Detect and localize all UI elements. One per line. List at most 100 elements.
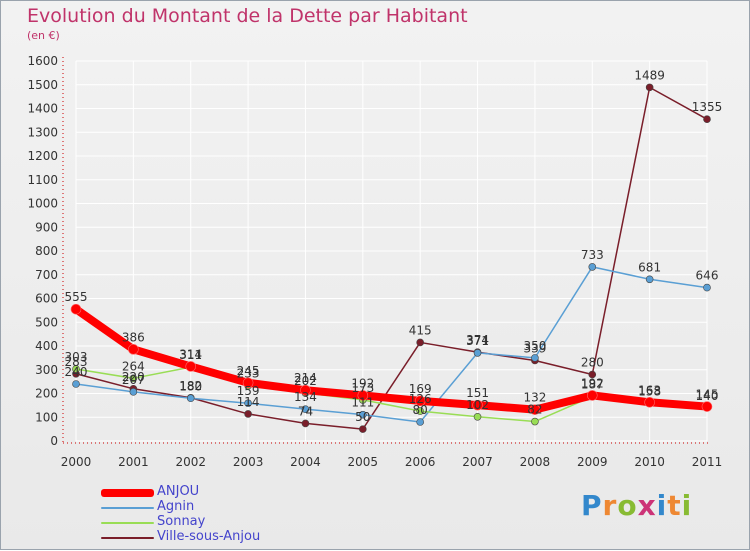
data-point	[357, 390, 369, 401]
data-label: 132	[523, 391, 546, 405]
data-label: 158	[638, 384, 661, 398]
data-point	[473, 349, 482, 357]
data-label: 192	[351, 376, 374, 390]
data-point	[186, 394, 195, 403]
legend-label: Ville-sous-Anjou	[157, 529, 261, 544]
data-point	[588, 263, 597, 271]
data-label: 159	[237, 384, 260, 398]
data-point	[701, 401, 713, 412]
logo-letter: P	[581, 489, 603, 522]
data-label: 111	[351, 396, 374, 410]
y-tick-label: 0	[50, 434, 58, 448]
x-tick-label: 2002	[175, 455, 206, 469]
logo-letter: o	[617, 489, 638, 522]
data-label: 415	[409, 323, 432, 337]
y-tick-label: 600	[35, 292, 58, 306]
data-point	[301, 405, 310, 413]
x-tick-label: 2003	[233, 455, 264, 469]
data-point	[531, 417, 539, 426]
data-label: 240	[65, 365, 88, 379]
x-tick-label: 2006	[405, 455, 436, 469]
data-label: 182	[179, 379, 202, 393]
data-point	[645, 275, 654, 284]
legend-swatch	[101, 522, 154, 524]
legend-label: ANJOU	[157, 484, 200, 499]
x-tick-label: 2011	[692, 455, 723, 469]
data-point	[359, 410, 367, 419]
data-label: 50	[355, 410, 370, 424]
data-point	[128, 344, 139, 355]
data-label: 374	[466, 333, 489, 347]
y-tick-label: 800	[35, 244, 58, 258]
data-point	[416, 418, 424, 426]
data-label: 733	[581, 248, 604, 262]
data-point	[588, 370, 597, 379]
series-line	[72, 305, 711, 414]
x-tick-label: 2010	[634, 455, 665, 469]
data-label: 192	[581, 376, 604, 390]
y-tick-label: 1000	[27, 197, 58, 211]
data-label: 163	[638, 383, 661, 397]
data-label: 314	[179, 347, 202, 361]
data-label: 134	[294, 390, 317, 404]
data-point	[414, 395, 426, 407]
data-point	[645, 83, 654, 92]
chart-title: Evolution du Montant de la Dette par Hab…	[27, 5, 468, 27]
y-tick-label: 900	[35, 220, 58, 234]
data-point	[242, 377, 254, 389]
y-tick-label: 1400	[27, 102, 58, 116]
data-point	[185, 361, 197, 372]
data-label: 371	[466, 334, 489, 348]
data-label: 311	[179, 348, 202, 362]
data-label: 140	[696, 389, 719, 403]
y-tick-label: 400	[35, 339, 58, 353]
data-label: 145	[696, 388, 719, 402]
data-label: 126	[409, 392, 432, 406]
data-point	[301, 419, 310, 428]
y-tick-label: 700	[35, 268, 58, 282]
data-point	[586, 390, 598, 401]
data-label: 80	[413, 403, 428, 417]
data-label: 350	[523, 339, 546, 353]
logo-letter: r	[602, 489, 618, 522]
data-label: 339	[523, 341, 546, 355]
data-label: 102	[466, 398, 489, 412]
legend-swatch	[101, 537, 154, 539]
data-point	[531, 354, 539, 362]
y-tick-label: 1500	[27, 78, 58, 92]
y-tick-label: 500	[35, 315, 58, 329]
data-label: 173	[351, 381, 374, 395]
data-point	[70, 303, 82, 315]
data-label: 82	[527, 403, 542, 417]
data-point	[72, 365, 80, 373]
logo-letter: x	[637, 489, 657, 522]
y-tick-label: 1100	[27, 173, 58, 187]
y-tick-label: 300	[35, 363, 58, 377]
data-point	[473, 412, 482, 421]
data-point	[472, 399, 483, 411]
x-tick-label: 2004	[290, 455, 321, 469]
data-label: 1355	[692, 100, 723, 114]
chart-subtitle: (en €)	[27, 29, 60, 42]
y-tick-label: 1200	[27, 149, 58, 163]
y-tick-label: 100	[35, 410, 58, 424]
data-label: 233	[237, 367, 260, 381]
series-line	[75, 266, 708, 423]
data-label: 169	[409, 382, 432, 396]
data-label: 646	[696, 269, 719, 283]
series-line	[75, 86, 708, 430]
data-label: 245	[237, 364, 260, 378]
data-label: 187	[581, 378, 604, 392]
y-tick-label: 1300	[27, 125, 58, 139]
data-label: 207	[122, 373, 145, 387]
y-tick-label: 1600	[27, 54, 58, 68]
logo-letter: t	[667, 489, 682, 522]
data-label: 214	[294, 371, 317, 385]
data-point	[644, 396, 655, 408]
data-label: 202	[294, 374, 317, 388]
x-tick-label: 2007	[462, 455, 493, 469]
legend-swatch	[101, 489, 154, 497]
x-tick-label: 2009	[577, 455, 608, 469]
y-tick-label: 200	[35, 387, 58, 401]
